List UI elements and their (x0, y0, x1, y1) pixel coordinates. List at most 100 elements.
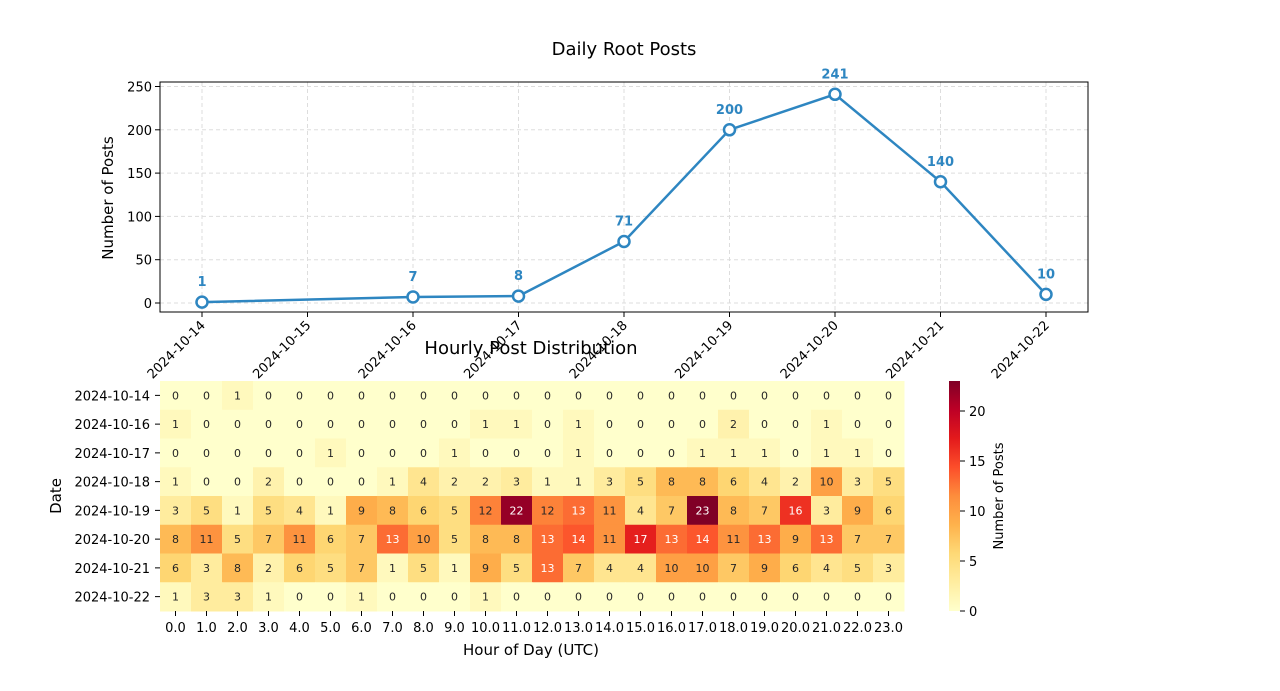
heatmap-cell-label: 0 (513, 389, 520, 402)
heatmap-cell-label: 8 (699, 476, 706, 489)
heatmap-cell-label: 14 (572, 533, 586, 546)
heatmap-cell-label: 4 (761, 476, 768, 489)
data-point (195, 295, 209, 309)
heatmap-cell-label: 0 (606, 591, 613, 604)
heatmap-cell (253, 524, 285, 554)
heatmap-cell-label: 0 (792, 591, 799, 604)
heatmap-cell (656, 409, 688, 439)
heatmap-cell-label: 1 (451, 447, 458, 460)
heatmap-cell (842, 467, 874, 497)
heatmap-cell (253, 553, 285, 583)
heatmap-cell-label: 0 (420, 418, 427, 431)
heatmap-cell (315, 381, 347, 411)
heatmap-cell (563, 409, 595, 439)
heatmap-cell-label: 1 (823, 418, 830, 431)
heatmap-cell (315, 496, 347, 526)
heatmap-cell (780, 524, 812, 554)
heatmap-cell-label: 0 (296, 389, 303, 402)
heatmap-cell (315, 409, 347, 439)
heatmap-cell (315, 553, 347, 583)
x-tick-label: 2024-10-20 (778, 318, 842, 382)
heatmap-cell-label: 11 (603, 533, 617, 546)
heatmap-cell-label: 16 (789, 504, 803, 517)
heatmap-cell (501, 438, 533, 468)
heatmap-cell (284, 582, 316, 612)
y-tick-label: 250 (127, 81, 152, 96)
series-line (201, 92, 1047, 304)
heatmap-cell (253, 409, 285, 439)
heatmap-cell (346, 496, 378, 526)
heatmap-cell (222, 409, 254, 439)
heatmap-cell-label: 3 (885, 562, 892, 575)
data-label: 7 (408, 270, 417, 285)
heatmap-cell (594, 496, 626, 526)
heatmap-cell-label: 0 (482, 447, 489, 460)
heatmap-cell-label: 7 (358, 533, 365, 546)
heatmap-cell (191, 553, 223, 583)
colorbar-scale (949, 381, 960, 611)
data-point (828, 87, 842, 102)
heatmap-cell-label: 3 (606, 476, 613, 489)
heatmap-cell-label: 5 (513, 562, 520, 575)
line-chart-axes: 0 50 100 150 200 250 2024-10-14 2024-10-15 2024-… (127, 81, 1089, 382)
heatmap-cell-label: 1 (575, 476, 582, 489)
heatmap-cell-label: 9 (358, 504, 365, 517)
data-label: 140 (927, 155, 954, 170)
heatmap-cell (749, 409, 781, 439)
heatmap-cell (780, 553, 812, 583)
heatmap-cell-label: 0 (730, 591, 737, 604)
heatmap-cell (346, 409, 378, 439)
heatmap-cell (191, 438, 223, 468)
heatmap-x-tick-label: 17.0 (688, 621, 717, 636)
heatmap-cell (873, 553, 905, 583)
heatmap-cell (873, 409, 905, 439)
heatmap-cell-label: 0 (544, 389, 551, 402)
heatmap-cell (718, 582, 750, 612)
heatmap-cell (594, 381, 626, 411)
colorbar: 0 5 10 15 20 Number of Posts (949, 381, 1007, 620)
heatmap-cell (873, 467, 905, 497)
heatmap-cell (284, 524, 316, 554)
data-point (722, 123, 737, 137)
heatmap-x-tick-label: 22.0 (843, 621, 872, 636)
heatmap-cell-label: 0 (327, 591, 334, 604)
heatmap-cell (594, 524, 626, 554)
heatmap-cell-label: 7 (761, 504, 768, 517)
heatmap-cell-label: 0 (885, 447, 892, 460)
heatmap-cell (749, 381, 781, 411)
heatmap-cell-label: 1 (389, 476, 396, 489)
line-chart-series: 1 7 8 71 200 241 140 10 (195, 67, 1055, 309)
heatmap-y-tick-label: 2024-10-21 (74, 562, 150, 577)
heatmap-cell-label: 6 (730, 476, 737, 489)
data-point (406, 290, 420, 304)
heatmap-cell-label: 0 (668, 389, 675, 402)
heatmap-cell-label: 0 (606, 418, 613, 431)
heatmap-cell-label: 0 (203, 476, 210, 489)
heatmap-cell-label: 0 (265, 389, 272, 402)
heatmap-cell-label: 0 (420, 591, 427, 604)
heatmap-cell (656, 381, 688, 411)
heatmap-cell (408, 409, 440, 439)
heatmap-cell (315, 467, 347, 497)
heatmap-cell-label: 0 (792, 447, 799, 460)
heatmap-chart: Hourly Post Distribution Hour of Day (UT… (47, 338, 1007, 659)
heatmap-cell (842, 438, 874, 468)
heatmap-cell-label: 0 (575, 591, 582, 604)
data-point (511, 289, 526, 303)
heatmap-cell-label: 0 (358, 389, 365, 402)
heatmap-x-tick-label: 10.0 (471, 621, 500, 636)
heatmap-cell (780, 409, 812, 439)
heatmap-x-axis-label: Hour of Day (UTC) (463, 641, 599, 659)
heatmap-cell-label: 1 (482, 591, 489, 604)
heatmap-cell (780, 381, 812, 411)
heatmap-cell-label: 1 (761, 447, 768, 460)
heatmap-cell-label: 0 (203, 447, 210, 460)
heatmap-cell (377, 496, 409, 526)
heatmap-cell (222, 582, 254, 612)
heatmap-cell-label: 5 (854, 562, 861, 575)
heatmap-y-tick-label: 2024-10-20 (74, 533, 150, 548)
heatmap-cell (718, 409, 750, 439)
heatmap-cell (160, 582, 192, 612)
heatmap-cell-label: 0 (172, 389, 179, 402)
heatmap-cell (656, 438, 688, 468)
